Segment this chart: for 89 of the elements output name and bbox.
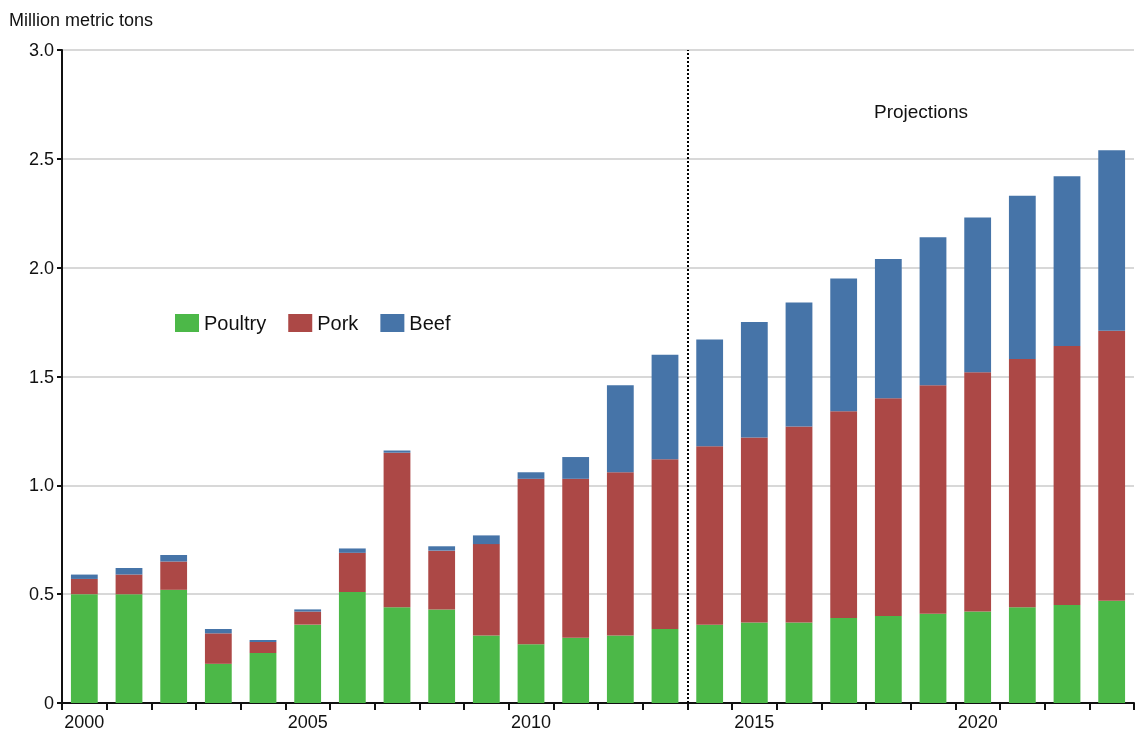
bar (517, 478, 545, 645)
bar (562, 457, 590, 479)
bar (964, 217, 992, 373)
bar (204, 663, 232, 703)
x-tick-label: 2020 (957, 712, 998, 732)
bar (740, 322, 768, 438)
bar (696, 624, 724, 703)
bar (517, 472, 545, 479)
bar (696, 339, 724, 447)
bar (472, 544, 500, 636)
bar (204, 628, 232, 634)
bar (606, 472, 634, 636)
bar (338, 548, 366, 553)
bar (1053, 176, 1081, 347)
bar (294, 624, 322, 703)
bar (785, 302, 813, 427)
bar (1098, 600, 1126, 703)
bar (651, 628, 679, 703)
legend-label: Poultry (204, 312, 267, 334)
y-tick-label: 1.5 (28, 366, 54, 387)
x-tick-label: 2000 (64, 712, 105, 732)
bar (204, 633, 232, 664)
bar (70, 578, 98, 595)
bar (472, 535, 500, 545)
y-tick-label: 0.5 (28, 584, 54, 605)
bar (249, 639, 277, 643)
y-tick-label: 3.0 (28, 40, 54, 60)
bar (383, 607, 411, 703)
y-tick-label: 2.5 (28, 148, 54, 169)
legend-label: Pork (317, 312, 360, 334)
bar (696, 446, 724, 625)
bar (874, 258, 902, 399)
bar (964, 611, 992, 703)
bar (115, 574, 143, 595)
bar (1053, 346, 1081, 606)
bar (964, 372, 992, 612)
annotation: Projections (874, 101, 969, 122)
bar (338, 552, 366, 592)
y-tick-label: 1.0 (28, 475, 54, 496)
bar (428, 550, 456, 610)
x-tick-label: 2005 (287, 712, 328, 732)
bar (562, 637, 590, 703)
bar (1008, 607, 1036, 703)
bar (249, 652, 277, 703)
bar (785, 426, 813, 623)
bar (919, 237, 947, 386)
bar (160, 589, 188, 703)
bar (294, 609, 322, 612)
x-tick-label: 2010 (510, 712, 552, 732)
bar (383, 450, 411, 453)
x-tick-label: 2015 (734, 712, 775, 732)
bar (606, 635, 634, 703)
bar (1053, 605, 1081, 703)
bar (249, 642, 277, 653)
bar (830, 618, 858, 703)
bar (874, 615, 902, 703)
bar (562, 478, 590, 638)
bar (472, 635, 500, 703)
legend-label: Beef (409, 312, 451, 334)
bar (428, 609, 456, 703)
bar (606, 385, 634, 473)
bar (830, 278, 858, 412)
bar (160, 561, 188, 590)
bar (740, 622, 768, 703)
y-tick-label: 0 (43, 693, 54, 713)
bar (115, 568, 143, 575)
bar (919, 613, 947, 703)
bar (651, 459, 679, 629)
bar (160, 554, 188, 562)
bar (740, 437, 768, 623)
bar (428, 546, 456, 551)
bar (338, 591, 366, 703)
y-axis-title: Million metric tons (9, 10, 154, 30)
bar (651, 354, 679, 460)
bar (1098, 150, 1126, 331)
bar (1098, 330, 1126, 601)
bar (383, 452, 411, 608)
bar (517, 644, 545, 703)
bar (919, 385, 947, 614)
bar (874, 398, 902, 616)
bar (115, 594, 143, 703)
y-tick-label: 2.0 (28, 257, 54, 278)
bar (1008, 359, 1036, 608)
bar (830, 411, 858, 619)
bar (785, 622, 813, 703)
bar (1008, 195, 1036, 360)
bar (70, 574, 98, 579)
bar (70, 594, 98, 703)
bar (294, 611, 322, 625)
